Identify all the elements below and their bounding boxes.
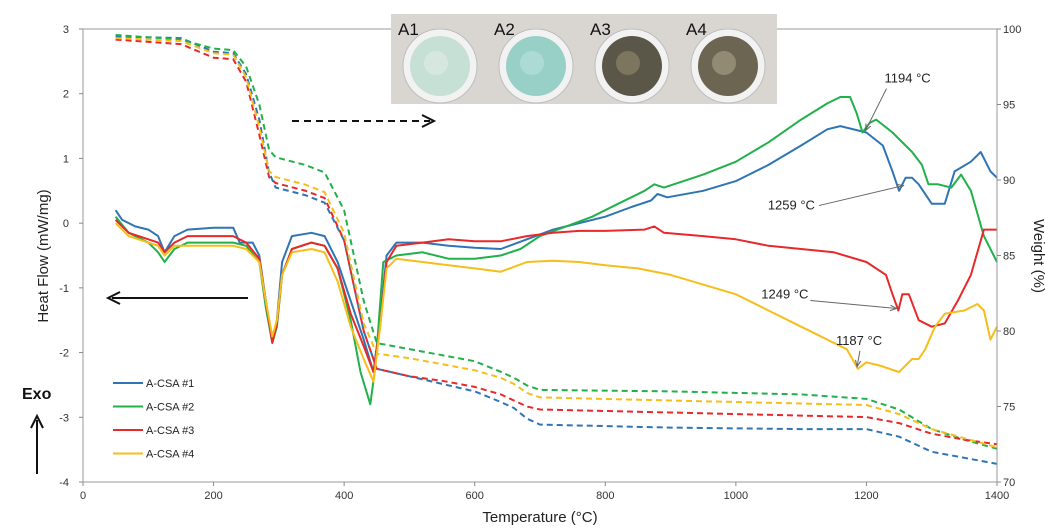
y-tick-label: 1 (63, 153, 69, 165)
sample-photo-inset: A1 A2 A3 A4 (391, 14, 777, 104)
sample-highlight (712, 51, 736, 75)
legend: A-CSA #1 A-CSA #2 A-CSA #3 A-CSA #4 (113, 378, 194, 461)
sample-highlight (424, 51, 448, 75)
legend-label: A-CSA #2 (146, 402, 194, 414)
x-tick-label: 1200 (854, 490, 878, 502)
exo-indicator: Exo (22, 386, 52, 474)
tga-lines (115, 34, 998, 465)
x-tick-label: 1400 (985, 490, 1009, 502)
annotation-arrowhead (896, 183, 905, 191)
exo-arrowhead (30, 413, 44, 429)
tga-series-4 (115, 37, 998, 449)
annotation-leader (865, 88, 887, 131)
right-axis-arrowhead (421, 114, 437, 128)
sample-label: A4 (686, 20, 707, 39)
y2-tick-label: 90 (1003, 175, 1015, 187)
x-tick-label: 1000 (724, 490, 748, 502)
y2-tick-label: 80 (1003, 326, 1015, 338)
tga-series-1 (115, 35, 998, 465)
sample-label: A3 (590, 20, 611, 39)
y-tick-label: 3 (63, 24, 69, 36)
legend-label: A-CSA #1 (146, 378, 194, 390)
axis-direction-arrows (105, 114, 437, 305)
annotation-arrowhead (864, 123, 872, 132)
annotation-label: 1187 °C (836, 333, 882, 348)
left-axis-arrowhead (105, 291, 121, 305)
sample-label: A1 (398, 20, 419, 39)
x-tick-label: 400 (335, 490, 353, 502)
y-tick-label: 2 (63, 89, 69, 101)
y-tick-label: -4 (59, 477, 69, 489)
tga-series-2 (115, 34, 998, 450)
annotation-leader (810, 300, 897, 310)
x-tick-label: 0 (80, 490, 86, 502)
y2-tick-label: 70 (1003, 477, 1015, 489)
dsc-series-4 (114, 222, 998, 383)
x-axis-ticks: 0 200 400 600 800 1000 1200 1400 (80, 482, 1009, 502)
annotation-label: 1194 °C (885, 71, 931, 86)
y2-axis-title: Weight (%) (1030, 219, 1045, 293)
sample-highlight (616, 51, 640, 75)
legend-label: A-CSA #3 (146, 425, 194, 437)
tga-series-3 (115, 38, 998, 446)
dsc-series-3 (114, 219, 997, 373)
annotation-arrowhead (889, 304, 898, 312)
annotation-label: 1259 °C (768, 198, 815, 213)
dsc-series-2 (114, 96, 998, 406)
x-tick-label: 200 (204, 490, 222, 502)
y2-tick-label: 85 (1003, 251, 1015, 263)
annotation-leader (856, 350, 861, 367)
right-axis-ticks: 70 75 80 85 90 95 100 (997, 24, 1021, 489)
annotation-leader (818, 185, 904, 207)
y2-tick-label: 100 (1003, 24, 1021, 36)
y-axis-title: Heat Flow (mW/mg) (35, 189, 52, 322)
legend-label: A-CSA #4 (146, 449, 194, 461)
left-axis-ticks: -4 -3 -2 -1 0 1 2 3 (59, 24, 83, 489)
x-tick-label: 600 (466, 490, 484, 502)
sample-highlight (520, 51, 544, 75)
y-tick-label: -3 (59, 412, 69, 424)
annotations: 1194 °C 1259 °C 1249 °C 1187 °C (761, 71, 931, 369)
annotation-arrowhead (855, 359, 862, 369)
y-tick-label: -1 (59, 283, 69, 295)
sample-label: A2 (494, 20, 515, 39)
y-tick-label: 0 (63, 218, 69, 230)
annotation-label: 1249 °C (761, 287, 808, 302)
y2-tick-label: 95 (1003, 100, 1015, 112)
y-tick-label: -2 (59, 348, 69, 360)
dsc-lines (114, 96, 998, 406)
x-tick-label: 800 (596, 490, 614, 502)
x-axis-title: Temperature (°C) (482, 509, 597, 526)
exo-label: Exo (22, 386, 52, 403)
y2-tick-label: 75 (1003, 402, 1015, 414)
